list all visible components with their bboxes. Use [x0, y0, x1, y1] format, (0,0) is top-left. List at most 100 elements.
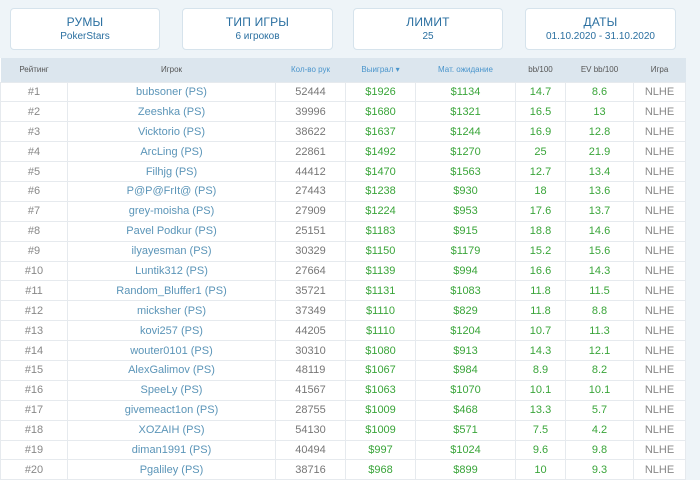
filter-title: ЛИМИТ — [406, 15, 450, 29]
bb100-cell: 16.5 — [515, 101, 566, 123]
filter-title: РУМЫ — [66, 15, 104, 29]
table-row: #16 SpeeLy (PS) 41567 $1063 $1070 10.1 10.1 NLH… — [0, 379, 686, 401]
table-row: #13 kovi257 (PS) 44205 $1110 $1204 10.7 11.3 NL… — [0, 320, 686, 342]
hands-cell: 27909 — [275, 200, 346, 222]
game-cell: NLHE — [633, 359, 686, 381]
game-cell: NLHE — [633, 300, 686, 322]
evbb100-cell: 13.4 — [565, 161, 634, 182]
ev-cell: $1070 — [415, 379, 516, 401]
header-won[interactable]: Выиграл ▾ — [345, 58, 416, 82]
won-cell: $1063 — [345, 379, 416, 401]
player-link[interactable]: Luntik312 (PS) — [67, 260, 276, 282]
bb100-cell: 10.7 — [515, 320, 566, 342]
player-link[interactable]: ilyayesman (PS) — [67, 240, 276, 262]
bb100-cell: 16.6 — [515, 260, 566, 282]
rank-cell: #8 — [0, 220, 68, 242]
evbb100-cell: 14.3 — [565, 260, 634, 282]
player-link[interactable]: P@P@FrIt@ (PS) — [67, 180, 276, 202]
evbb100-cell: 8.2 — [565, 359, 634, 381]
evbb100-cell: 13.6 — [565, 180, 634, 202]
ev-cell: $571 — [415, 419, 516, 441]
won-cell: $1183 — [345, 220, 416, 242]
bb100-cell: 7.5 — [515, 419, 566, 441]
ev-cell: $915 — [415, 220, 516, 242]
game-cell: NLHE — [633, 419, 686, 441]
player-link[interactable]: Vicktorio (PS) — [67, 121, 276, 143]
bb100-cell: 14.7 — [515, 81, 566, 103]
evbb100-cell: 10.1 — [565, 379, 634, 401]
game-cell: NLHE — [633, 240, 686, 262]
filter-dates[interactable]: ДАТЫ 01.10.2020 - 31.10.2020 — [525, 8, 676, 50]
hands-cell: 38622 — [275, 121, 346, 143]
hands-cell: 44205 — [275, 320, 346, 342]
hands-cell: 27443 — [275, 180, 346, 202]
table-row: #8 Pavel Podkur (PS) 25151 $1183 $915 18.8 14.… — [0, 220, 686, 242]
table-row: #3 Vicktorio (PS) 38622 $1637 $1244 16.9 12.8 N… — [0, 121, 686, 143]
table-row: #10 Luntik312 (PS) 27664 $1139 $994 16.6 14.3 N… — [0, 260, 686, 282]
game-cell: NLHE — [633, 379, 686, 401]
bb100-cell: 10.1 — [515, 379, 566, 401]
ev-cell: $1563 — [415, 161, 516, 182]
evbb100-cell: 14.6 — [565, 220, 634, 242]
filter-limit[interactable]: ЛИМИТ 25 — [353, 8, 503, 50]
hands-cell: 52444 — [275, 81, 346, 103]
rank-cell: #9 — [0, 240, 68, 262]
hands-cell: 39996 — [275, 101, 346, 123]
bb100-cell: 17.6 — [515, 200, 566, 222]
evbb100-cell: 11.3 — [565, 320, 634, 342]
hands-cell: 28755 — [275, 399, 346, 421]
table-row: #11 Random_Bluffer1 (PS) 35721 $1131 $1083 11… — [0, 280, 686, 302]
player-link[interactable]: Pavel Podkur (PS) — [67, 220, 276, 242]
won-cell: $1067 — [345, 359, 416, 381]
player-link[interactable]: ArcLing (PS) — [67, 141, 276, 163]
header-ev[interactable]: Мат. ожидание — [415, 58, 516, 82]
player-link[interactable]: Filhjg (PS) — [67, 161, 276, 182]
player-link[interactable]: AlexGalimov (PS) — [67, 359, 276, 381]
filter-rooms[interactable]: РУМЫ PokerStars — [10, 8, 160, 50]
header-hands[interactable]: Кол-во рук — [275, 58, 346, 82]
player-link[interactable]: Random_Bluffer1 (PS) — [67, 280, 276, 302]
evbb100-cell: 13.7 — [565, 200, 634, 222]
game-cell: NLHE — [633, 81, 686, 103]
rank-cell: #17 — [0, 399, 68, 421]
header-game: Игра — [633, 58, 686, 82]
ev-cell: $1204 — [415, 320, 516, 342]
filter-game-type[interactable]: ТИП ИГРЫ 6 игроков — [182, 8, 333, 50]
rank-cell: #4 — [0, 141, 68, 163]
player-link[interactable]: Zeeshka (PS) — [67, 101, 276, 123]
rank-cell: #5 — [0, 161, 68, 182]
evbb100-cell: 15.6 — [565, 240, 634, 262]
table-row: #19 diman1991 (PS) 40494 $997 $1024 9.6 9.8 NLH… — [0, 439, 686, 461]
table-row: #20 Pgaliley (PS) 38716 $968 $899 10 9.3 NLHE — [0, 459, 686, 480]
hands-cell: 37349 — [275, 300, 346, 322]
player-link[interactable]: XOZAIH (PS) — [67, 419, 276, 441]
evbb100-cell: 9.8 — [565, 439, 634, 461]
player-link[interactable]: grey-moisha (PS) — [67, 200, 276, 222]
player-link[interactable]: wouter0101 (PS) — [67, 340, 276, 361]
hands-cell: 25151 — [275, 220, 346, 242]
player-link[interactable]: micksher (PS) — [67, 300, 276, 322]
won-cell: $1139 — [345, 260, 416, 282]
player-link[interactable]: Pgaliley (PS) — [67, 459, 276, 480]
ev-cell: $1024 — [415, 439, 516, 461]
player-link[interactable]: bubsoner (PS) — [67, 81, 276, 103]
rank-cell: #14 — [0, 340, 68, 361]
leaderboard-table: Рейтинг Игрок Кол-во рук Выиграл ▾ Мат. … — [0, 58, 686, 480]
player-link[interactable]: kovi257 (PS) — [67, 320, 276, 342]
won-cell: $1492 — [345, 141, 416, 163]
header-rating: Рейтинг — [0, 58, 68, 82]
evbb100-cell: 4.2 — [565, 419, 634, 441]
player-link[interactable]: givemeact1on (PS) — [67, 399, 276, 421]
ev-cell: $1179 — [415, 240, 516, 262]
rank-cell: #19 — [0, 439, 68, 461]
filter-value: 25 — [422, 31, 434, 42]
evbb100-cell: 12.8 — [565, 121, 634, 143]
table-row: #14 wouter0101 (PS) 30310 $1080 $913 14.3 12.1… — [0, 340, 686, 361]
player-link[interactable]: SpeeLy (PS) — [67, 379, 276, 401]
filter-title: ТИП ИГРЫ — [225, 15, 290, 29]
won-cell: $1224 — [345, 200, 416, 222]
won-cell: $1470 — [345, 161, 416, 182]
ev-cell: $994 — [415, 260, 516, 282]
rank-cell: #16 — [0, 379, 68, 401]
player-link[interactable]: diman1991 (PS) — [67, 439, 276, 461]
